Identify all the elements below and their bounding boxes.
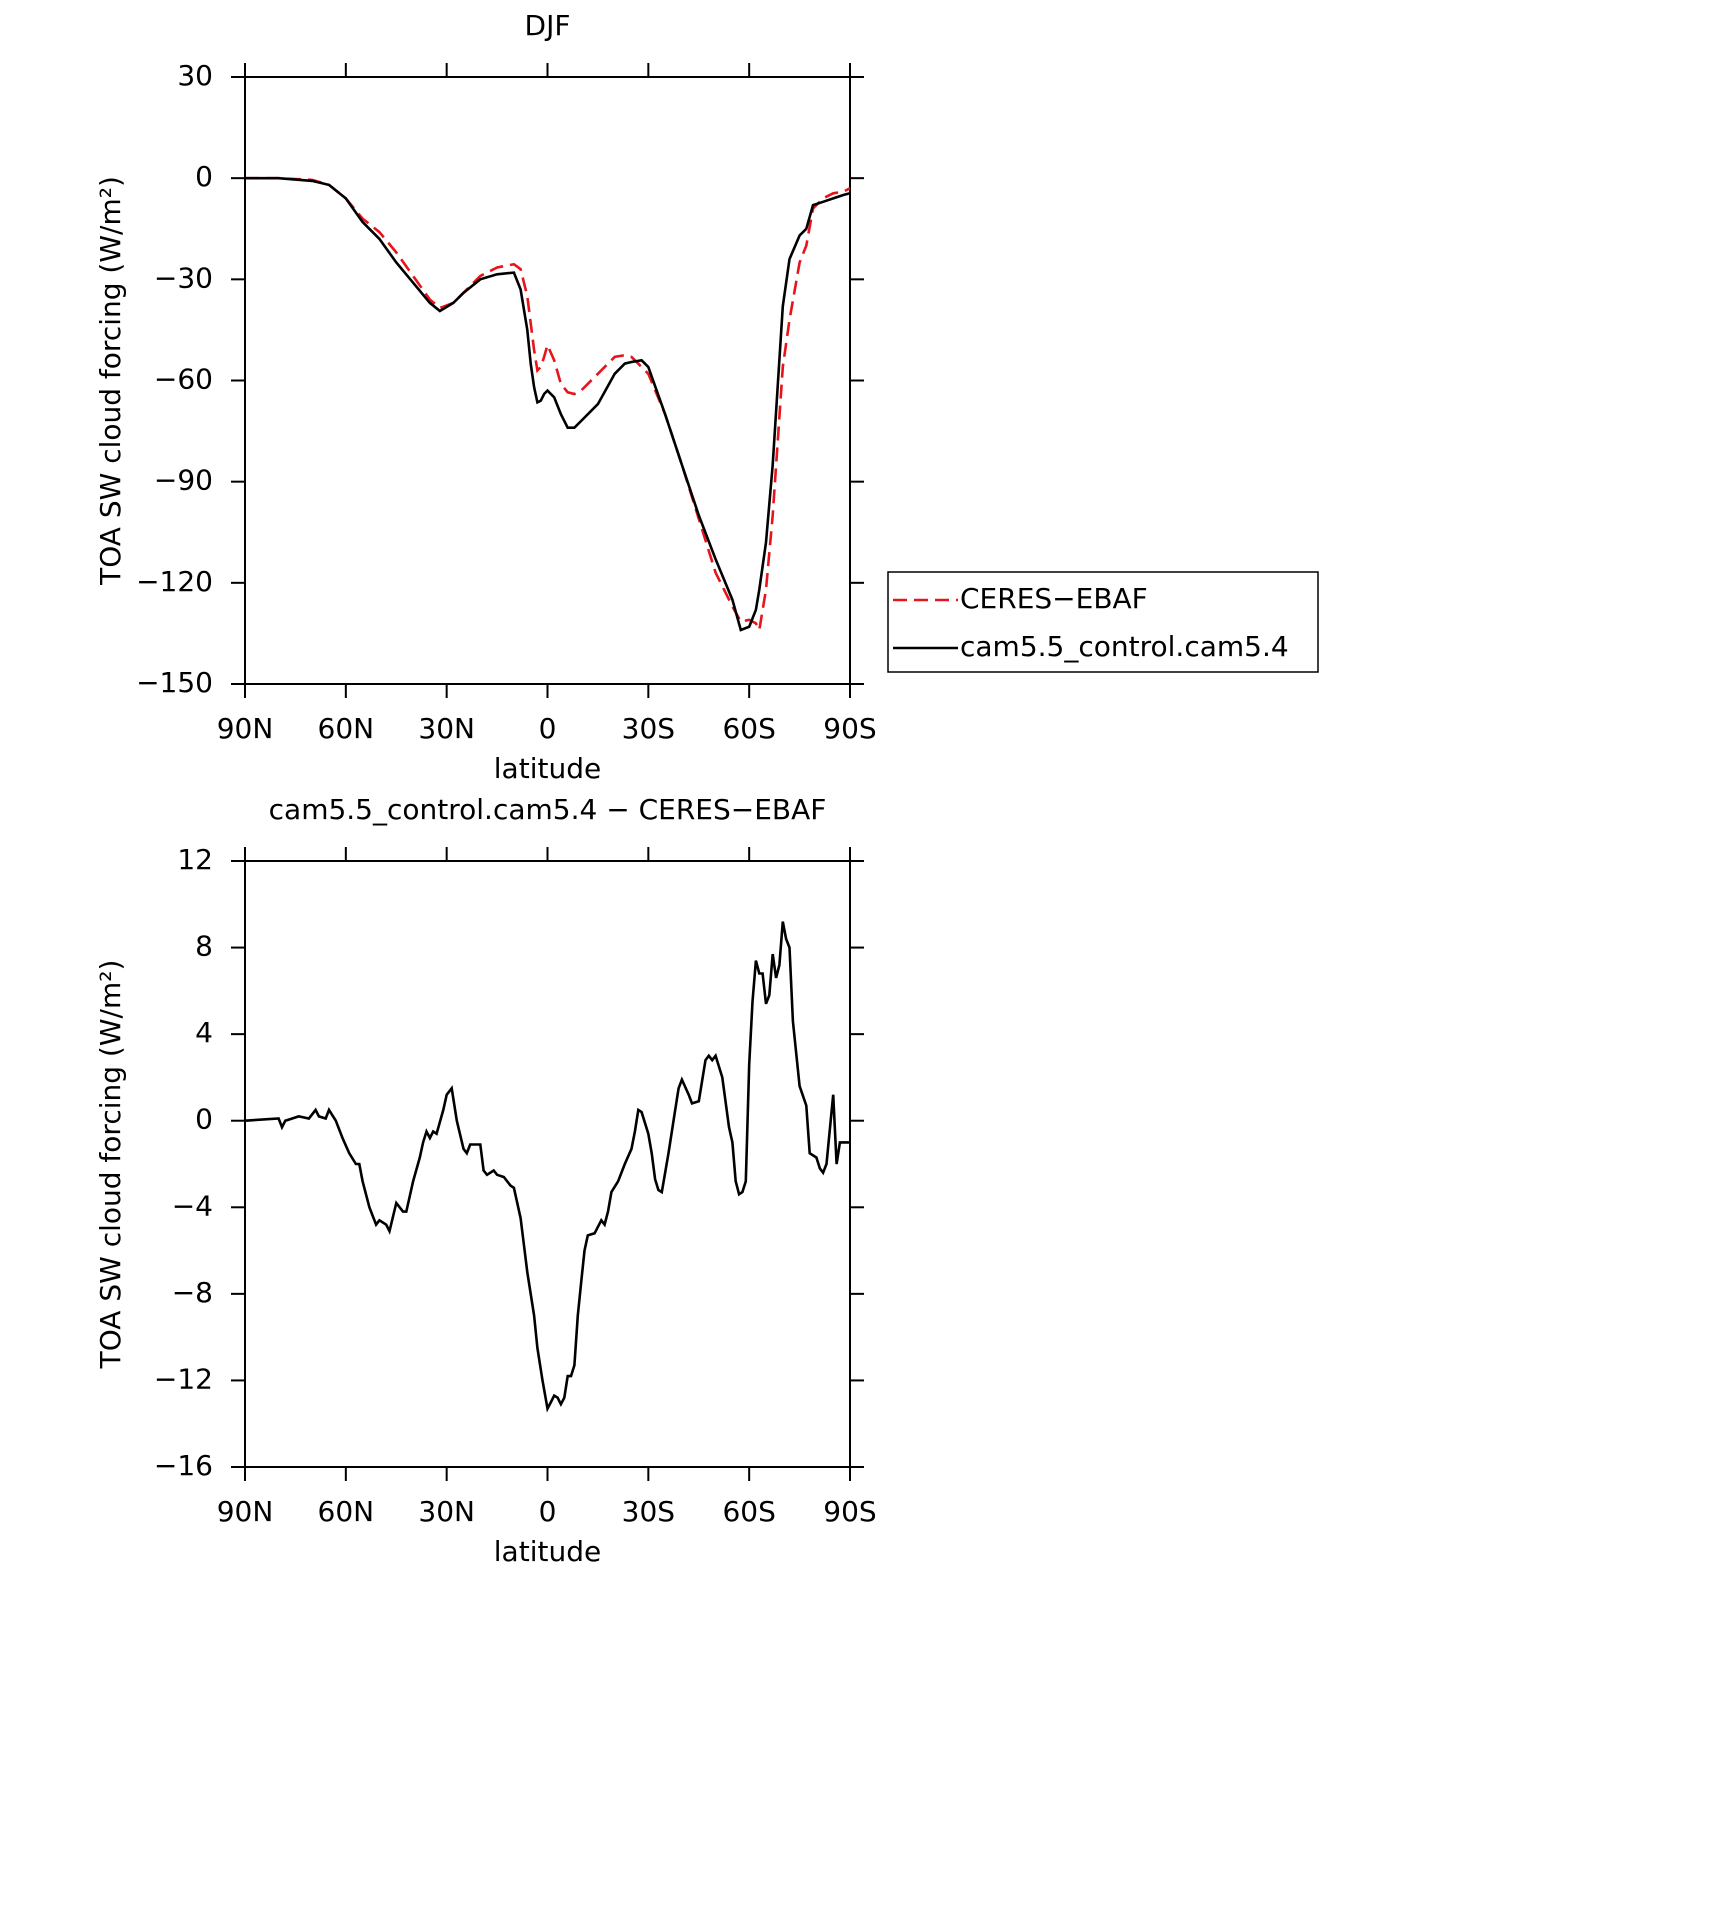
y-tick-label: −12: [154, 1362, 213, 1395]
x-tick-label: 90N: [217, 1495, 274, 1528]
plot-frame: [244, 860, 851, 1468]
y-tick-label: 12: [177, 843, 213, 876]
y-tick-label: 4: [195, 1016, 213, 1049]
y-axis-label: TOA SW cloud forcing (W/m²): [94, 176, 127, 586]
y-tick-label: −8: [172, 1276, 213, 1309]
x-tick-label: 90N: [217, 712, 274, 745]
y-tick-label: 30: [177, 59, 213, 92]
y-tick-label: −30: [154, 261, 213, 294]
x-tick-label: 60S: [722, 712, 775, 745]
x-tick-label: 30S: [622, 712, 675, 745]
series-line: [244, 921, 850, 1413]
chart-title: cam5.5_control.cam5.4 − CERES−EBAF: [269, 793, 827, 826]
y-tick-label: −120: [136, 565, 213, 598]
y-tick-label: −90: [154, 464, 213, 497]
y-tick-label: −4: [172, 1189, 213, 1222]
x-axis-label: latitude: [494, 1535, 601, 1568]
chart-title: DJF: [525, 9, 571, 42]
y-tick-label: −16: [154, 1449, 213, 1482]
x-tick-label: 60S: [722, 1495, 775, 1528]
legend-box: [887, 571, 1319, 673]
y-axis-label: TOA SW cloud forcing (W/m²): [94, 960, 127, 1370]
x-tick-label: 60N: [318, 712, 375, 745]
x-tick-label: 30S: [622, 1495, 675, 1528]
y-tick-label: −150: [136, 666, 213, 699]
y-tick-label: 0: [195, 1103, 213, 1136]
x-tick-label: 0: [539, 1495, 557, 1528]
x-tick-label: 90S: [823, 1495, 876, 1528]
series-line: [245, 176, 851, 635]
x-tick-label: 90S: [823, 712, 876, 745]
x-tick-label: 30N: [418, 1495, 475, 1528]
legend-label: CERES−EBAF: [960, 582, 1148, 615]
y-tick-label: −60: [154, 363, 213, 396]
series-line: [245, 176, 851, 632]
y-tick-label: 8: [195, 930, 213, 963]
x-tick-label: 30N: [418, 712, 475, 745]
x-tick-label: 60N: [318, 1495, 375, 1528]
y-tick-label: 0: [195, 160, 213, 193]
x-axis-label: latitude: [494, 752, 601, 785]
x-tick-label: 0: [539, 712, 557, 745]
legend-label: cam5.5_control.cam5.4: [960, 630, 1289, 663]
